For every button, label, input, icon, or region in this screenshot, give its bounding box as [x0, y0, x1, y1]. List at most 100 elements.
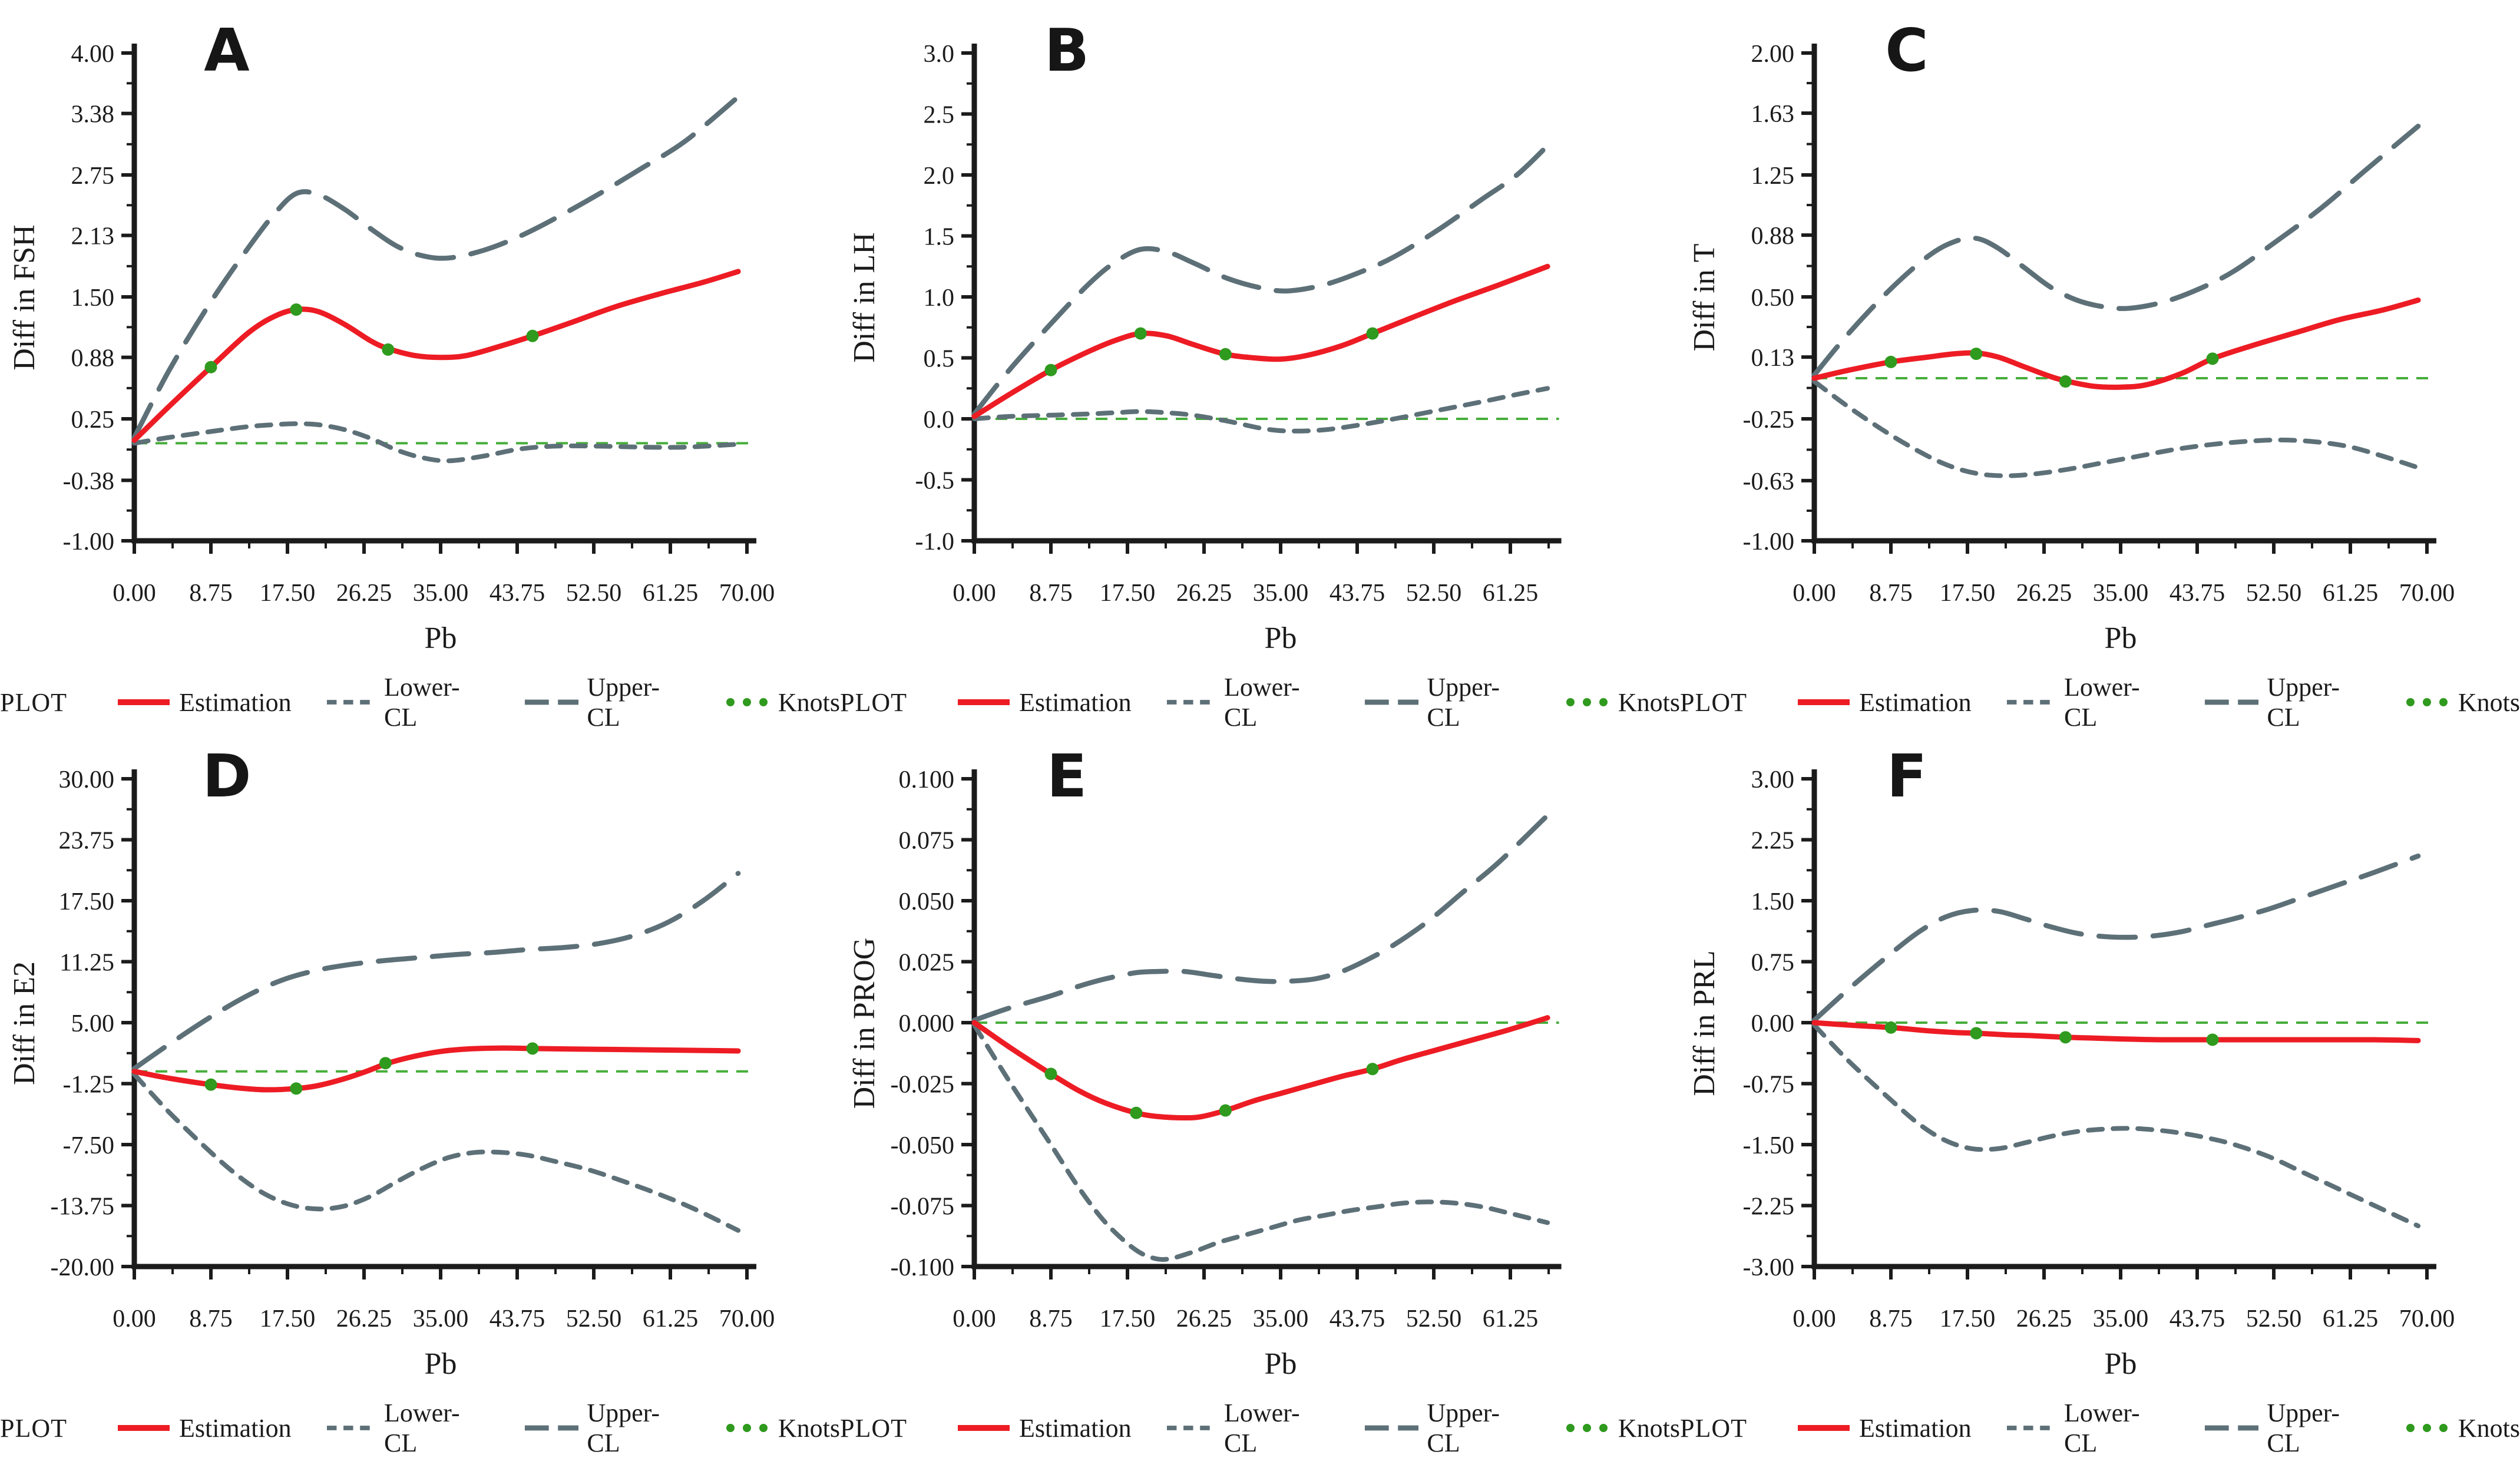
chart-panel-A: A Diff in FSH Pb 4.00 3.38 2.75 2.13 1.50 0.8…: [0, 0, 840, 732]
lower-cl-curve: [972, 386, 1550, 434]
x-axis-title: Pb: [1265, 1347, 1297, 1381]
x-tick-label: 52.50: [2246, 580, 2302, 607]
y-tick-label: 0.88: [1751, 223, 1795, 250]
y-tick-label: 0.50: [1751, 285, 1795, 312]
legend-item-knots: Knots: [2404, 1413, 2520, 1443]
legend-item-lower-cl: Lower-CL: [1166, 1398, 1330, 1458]
legend-item-lower-cl: Lower-CL: [1166, 672, 1330, 732]
lower-cl-line-swatch: [1166, 1426, 1216, 1430]
x-tick-label: 0.00: [1793, 1305, 1836, 1333]
legend-item-lower-cl: Lower-CL: [2006, 672, 2170, 732]
legend-row: PLOT Estimation Lower-CL Upper-CL Knots: [1680, 673, 2520, 732]
legend-row: PLOT Estimation Lower-CL Upper-CL Knots: [0, 1399, 840, 1457]
legend-title: PLOT: [1680, 1413, 1747, 1443]
legend-label-upper-cl: Upper-CL: [2267, 673, 2340, 732]
y-axis-title: Diff in PRL: [1688, 950, 1721, 1096]
legend-item-lower-cl: Lower-CL: [326, 1398, 490, 1458]
x-tick-label: 43.75: [2170, 580, 2225, 607]
y-tick-label: 2.0: [924, 163, 955, 190]
legend-item-upper-cl: Upper-CL: [524, 672, 690, 732]
plot-area: 3.00 2.25 1.50 0.75 0.00 -0.75 -1.50 -2.25 -3.00…: [1743, 766, 2455, 1333]
x-tick-label: 8.75: [189, 1305, 233, 1333]
panel-title: E: [1047, 742, 1087, 811]
x-tick-label: 43.75: [1330, 580, 1385, 607]
chart-svg: D Diff in E2 Pb 30.00 23.75 17.50 11.25 5.00…: [8, 742, 775, 1381]
y-tick-label: -20.00: [51, 1254, 115, 1281]
plot-area: 30.00 23.75 17.50 11.25 5.00 -1.25 -7.50 -13.75…: [51, 766, 775, 1333]
x-tick-label: 52.50: [566, 580, 622, 607]
estimation-line-swatch: [1798, 1425, 1850, 1431]
chart-panel-B: B Diff in LH Pb 3.0 2.5 2.0 1.5 1.0 0.5 0.0 -0.…: [840, 0, 1680, 732]
y-tick-label: -2.25: [1743, 1193, 1795, 1221]
estimation-curve: [1811, 297, 2421, 390]
x-tick-label: 26.25: [2016, 580, 2072, 607]
legend-label-estimation: Estimation: [179, 1413, 292, 1443]
legend-row: PLOT Estimation Lower-CL Upper-CL Knots: [840, 673, 1680, 732]
y-tick-label: -0.025: [891, 1072, 955, 1099]
x-tick-label: 35.00: [413, 580, 469, 607]
y-axis-title: Diff in FSH: [8, 224, 41, 371]
y-tick-label: 3.00: [1751, 766, 1795, 794]
legend-item-knots: Knots: [724, 1413, 840, 1443]
legend-row: PLOT Estimation Lower-CL Upper-CL Knots: [840, 1399, 1680, 1457]
legend-item-estimation: Estimation: [1797, 687, 1972, 718]
x-tick-label: 70.00: [2399, 1305, 2455, 1333]
lower-cl-line-swatch: [326, 1426, 376, 1430]
legend-item-knots: Knots: [1564, 1413, 1680, 1443]
x-tick-label: 0.00: [1793, 580, 1836, 607]
estimation-line-swatch: [958, 699, 1010, 705]
chart-svg: A Diff in FSH Pb 4.00 3.38 2.75 2.13 1.50 0.8…: [8, 16, 775, 655]
legend-label-lower-cl: Lower-CL: [2064, 1399, 2140, 1457]
x-tick-label: 43.75: [1330, 1305, 1385, 1333]
plot-area: 2.00 1.63 1.25 0.88 0.50 0.13 -0.25 -0.63 -1.00 0…: [1743, 41, 2455, 607]
x-tick-label: 43.75: [490, 1305, 545, 1333]
x-tick-label: 26.25: [336, 1305, 392, 1333]
legend-label-lower-cl: Lower-CL: [2064, 673, 2140, 732]
legend-title: PLOT: [1680, 687, 1747, 717]
chart-panel-F: F Diff in PRL Pb 3.00 2.25 1.50 0.75 0.00 -0.…: [1680, 726, 2520, 1457]
y-tick-label: 2.5: [924, 102, 955, 129]
estimation-curve: [971, 1015, 1550, 1121]
x-tick-label: 17.50: [1100, 1305, 1156, 1333]
legend-label-knots: Knots: [778, 687, 840, 717]
knot-point: [1884, 1021, 1897, 1034]
legend-label-estimation: Estimation: [1859, 687, 1972, 717]
x-axis-title: Pb: [2105, 1347, 2137, 1381]
lower-cl-curve: [1812, 1023, 2421, 1228]
plot-area: 0.100 0.075 0.050 0.025 0.000 -0.025 -0.050 -0.…: [891, 766, 1562, 1333]
legend-label-lower-cl: Lower-CL: [384, 673, 460, 732]
upper-cl-line-swatch: [525, 699, 579, 705]
y-axis-title: Diff in T: [1688, 244, 1721, 352]
lower-cl-curve: [1812, 379, 2421, 478]
x-tick-label: 0.00: [113, 580, 156, 607]
x-tick-label: 52.50: [2246, 1305, 2302, 1333]
knots-dots-swatch: [1566, 698, 1608, 706]
x-tick-label: 8.75: [1029, 1305, 1073, 1333]
x-tick-label: 61.25: [1483, 1305, 1539, 1333]
y-tick-label: 4.00: [71, 41, 115, 68]
y-tick-label: 0.0: [924, 406, 955, 434]
legend-title: PLOT: [840, 1413, 907, 1443]
y-tick-label: -1.00: [1743, 528, 1795, 556]
y-tick-label: 0.5: [924, 346, 955, 373]
panel-title: A: [204, 16, 249, 85]
knot-point: [204, 361, 217, 373]
knot-point: [1970, 1027, 1983, 1040]
knot-point: [1134, 327, 1147, 340]
legend-item-upper-cl: Upper-CL: [2204, 1398, 2370, 1458]
upper-cl-curve: [971, 143, 1550, 416]
legend-item-estimation: Estimation: [117, 1413, 292, 1443]
x-tick-label: 35.00: [1253, 580, 1309, 607]
y-tick-label: 0.075: [899, 828, 955, 855]
legend-label-knots: Knots: [2458, 1413, 2520, 1443]
y-tick-label: -1.0: [915, 528, 955, 556]
x-tick-label: 35.00: [413, 1305, 469, 1333]
x-tick-label: 17.50: [1940, 580, 1996, 607]
y-tick-label: 2.00: [1751, 41, 1795, 68]
knot-point: [290, 1082, 303, 1095]
knot-point: [2059, 1031, 2072, 1044]
lower-cl-curve: [972, 1023, 1550, 1262]
y-tick-label: 2.13: [71, 223, 115, 250]
y-tick-label: 2.75: [71, 163, 115, 190]
x-tick-label: 52.50: [1406, 1305, 1462, 1333]
